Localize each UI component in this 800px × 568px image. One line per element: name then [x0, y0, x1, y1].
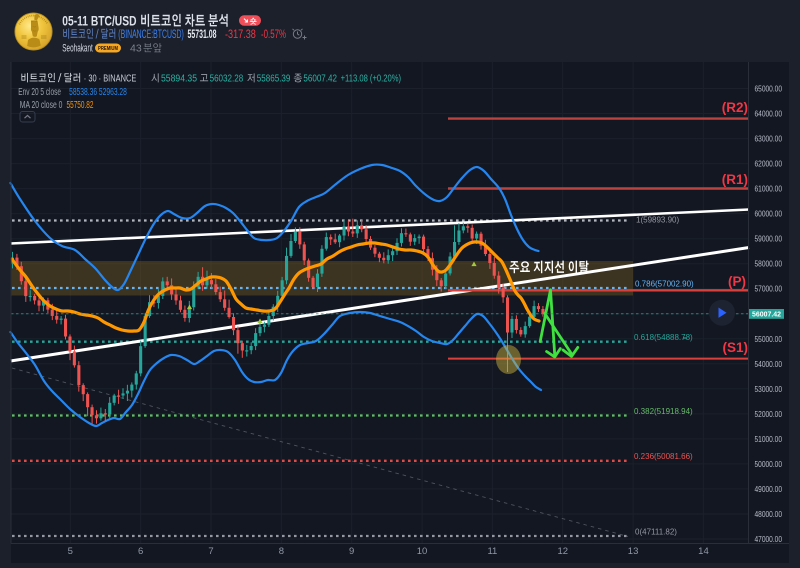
svg-text:MA 20 close 0: MA 20 close 0 [20, 100, 63, 111]
svg-text:05-11 BTC/USD: 05-11 BTC/USD [62, 14, 136, 29]
svg-text:56007.42: 56007.42 [303, 74, 337, 85]
svg-text:Env 20 5 close: Env 20 5 close [18, 87, 61, 98]
svg-text:50000.00: 50000.00 [755, 459, 783, 469]
svg-text:55750.82: 55750.82 [67, 100, 94, 111]
svg-text:51000.00: 51000.00 [755, 434, 783, 444]
svg-text:56032.28: 56032.28 [210, 74, 244, 85]
svg-text:62000.00: 62000.00 [755, 159, 783, 169]
svg-text:58000.00: 58000.00 [755, 259, 783, 269]
svg-text:10: 10 [417, 546, 428, 557]
svg-text:47000.00: 47000.00 [755, 534, 783, 544]
svg-text:(R1): (R1) [722, 172, 748, 187]
svg-text:0.236(50081.66): 0.236(50081.66) [634, 452, 693, 461]
svg-text:55000.00: 55000.00 [755, 334, 783, 344]
svg-text:(P): (P) [728, 274, 746, 289]
svg-text:Seohakant: Seohakant [62, 43, 93, 55]
svg-text:9: 9 [349, 546, 354, 557]
svg-text:65000.00: 65000.00 [755, 84, 783, 94]
svg-text:64000.00: 64000.00 [755, 109, 783, 119]
svg-text:55731.08: 55731.08 [188, 29, 217, 41]
svg-text:6: 6 [138, 546, 143, 557]
svg-text:5: 5 [68, 546, 73, 557]
svg-text:63000.00: 63000.00 [755, 134, 783, 144]
svg-text:59000.00: 59000.00 [755, 234, 783, 244]
svg-text:57000.00: 57000.00 [755, 284, 783, 294]
svg-text:13: 13 [628, 546, 639, 557]
svg-text:(R2): (R2) [722, 100, 748, 115]
svg-text:(BINANCE:BTCUSD): (BINANCE:BTCUSD) [118, 29, 184, 41]
svg-text:-317.38: -317.38 [225, 29, 256, 41]
svg-text:PREMIUM: PREMIUM [98, 46, 118, 52]
svg-text:14: 14 [698, 546, 709, 557]
svg-text:7: 7 [208, 546, 213, 557]
svg-text:53000.00: 53000.00 [755, 384, 783, 394]
svg-text:(S1): (S1) [722, 340, 748, 355]
svg-text:0(47111.82): 0(47111.82) [635, 528, 677, 537]
svg-text:60000.00: 60000.00 [755, 209, 783, 219]
svg-text:43: 43 [130, 43, 142, 55]
svg-text:11: 11 [487, 546, 497, 557]
svg-text:52000.00: 52000.00 [755, 409, 783, 419]
svg-text:55894.35: 55894.35 [161, 74, 197, 85]
svg-text:48000.00: 48000.00 [755, 509, 783, 519]
svg-text:0.382(51918.94): 0.382(51918.94) [634, 407, 693, 416]
svg-text:56007.42: 56007.42 [752, 310, 781, 319]
svg-text:+113.08 (+0.20%): +113.08 (+0.20%) [341, 74, 402, 85]
svg-text:58538.36 52963.28: 58538.36 52963.28 [69, 87, 127, 98]
svg-text:0.786(57002.90): 0.786(57002.90) [635, 280, 694, 289]
svg-text:49000.00: 49000.00 [755, 484, 783, 494]
svg-text:55865.39: 55865.39 [257, 74, 291, 85]
svg-text:54000.00: 54000.00 [755, 359, 783, 369]
svg-text:61000.00: 61000.00 [755, 184, 783, 194]
svg-text:1(59893.90): 1(59893.90) [636, 216, 679, 225]
svg-text:8: 8 [279, 546, 284, 557]
svg-text:12: 12 [557, 546, 568, 557]
svg-text:-0.57%: -0.57% [261, 29, 286, 41]
svg-text:· 30 · BINANCE: · 30 · BINANCE [84, 73, 137, 85]
